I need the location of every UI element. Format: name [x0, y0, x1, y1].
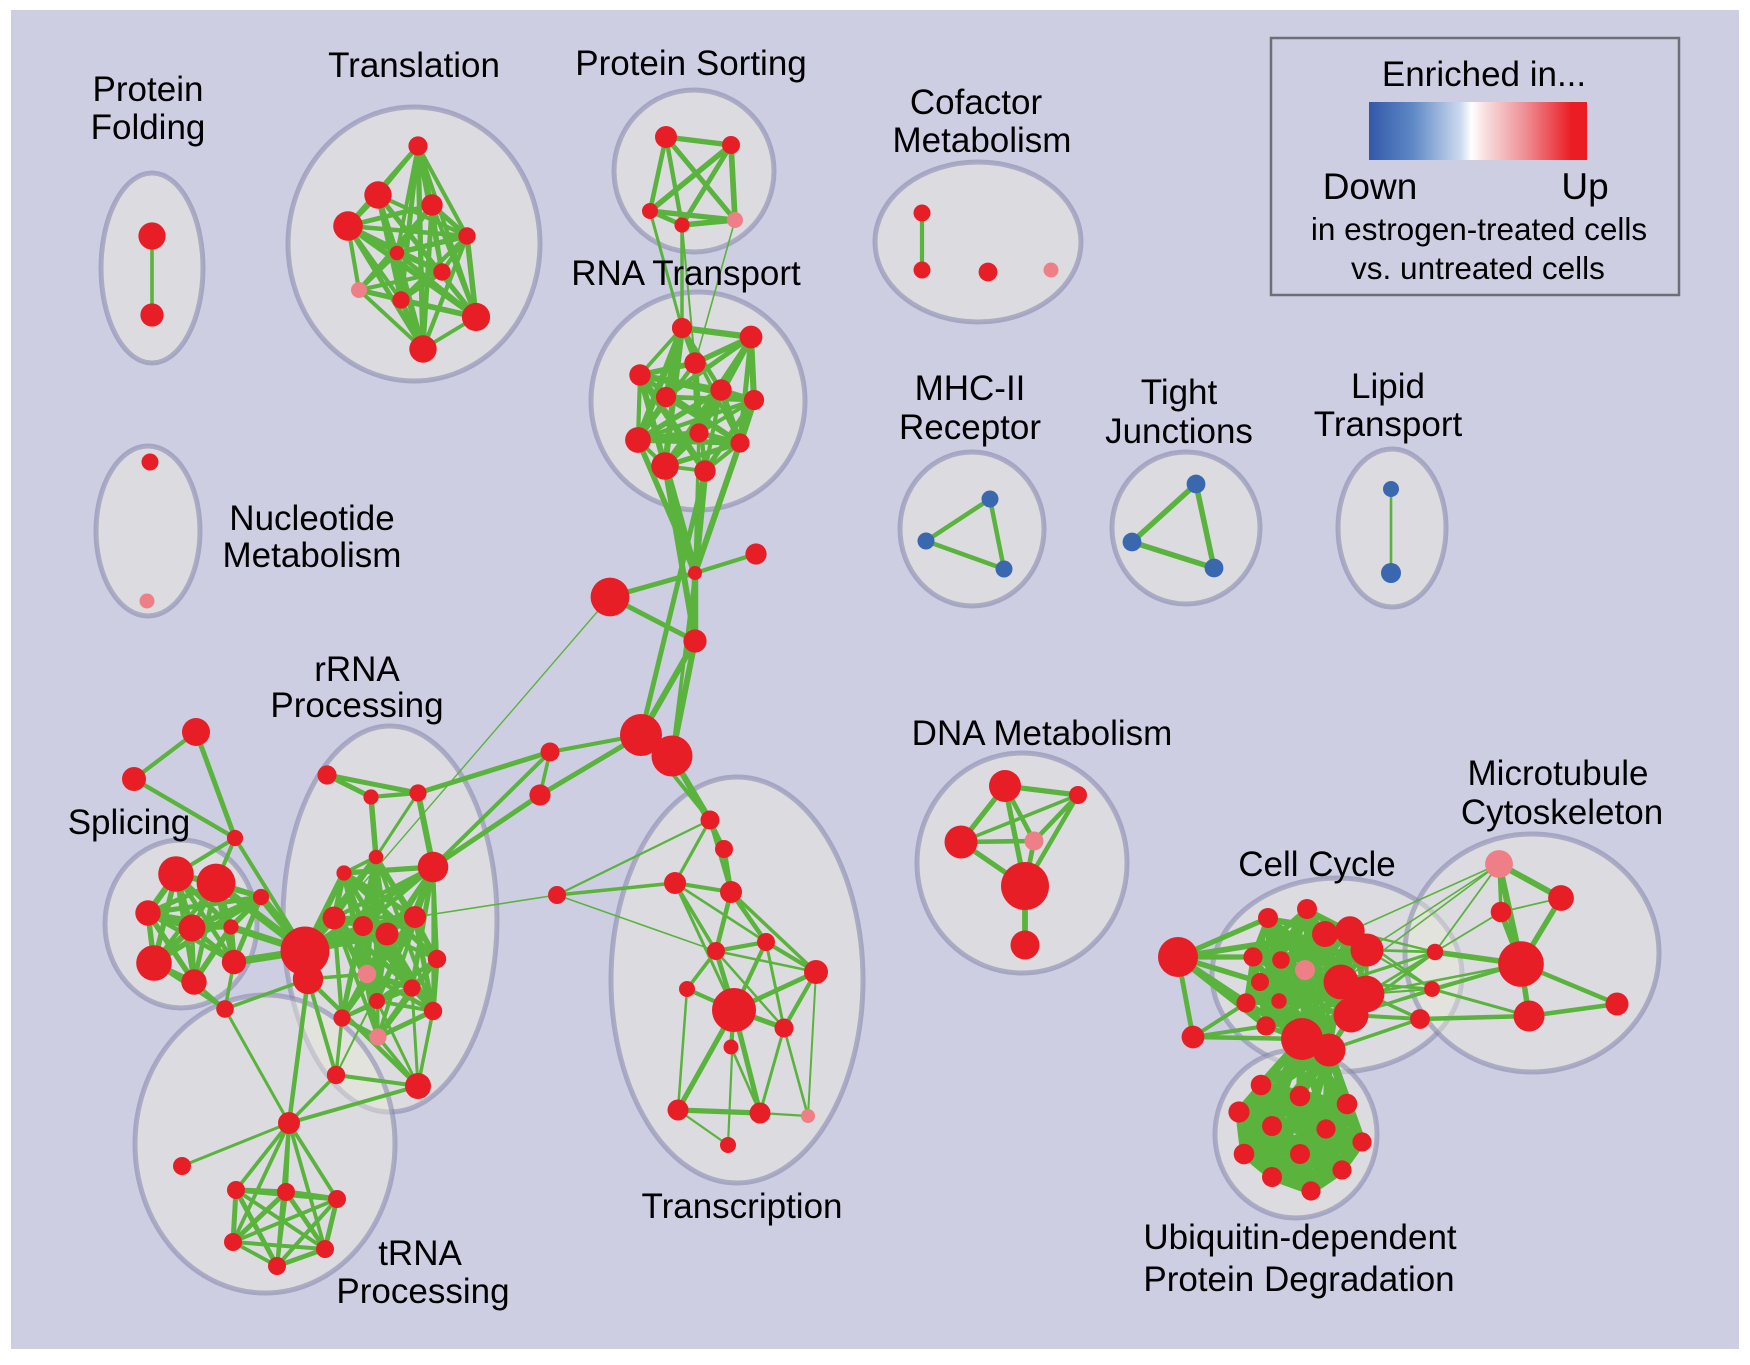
svg-text:vs. untreated cells: vs. untreated cells: [1351, 250, 1605, 286]
svg-text:Folding: Folding: [91, 108, 206, 147]
svg-text:Nucleotide: Nucleotide: [229, 499, 394, 538]
svg-text:Receptor: Receptor: [899, 408, 1041, 447]
svg-text:Microtubule: Microtubule: [1468, 754, 1649, 793]
svg-text:Splicing: Splicing: [68, 803, 191, 842]
svg-text:tRNA: tRNA: [378, 1234, 462, 1273]
svg-text:Protein: Protein: [93, 70, 204, 109]
svg-text:Cofactor: Cofactor: [910, 83, 1043, 122]
svg-text:Metabolism: Metabolism: [223, 536, 402, 575]
svg-text:MHC-II: MHC-II: [915, 369, 1026, 408]
svg-text:Up: Up: [1561, 166, 1608, 207]
svg-text:Transcription: Transcription: [642, 1187, 843, 1226]
svg-text:rRNA: rRNA: [314, 650, 400, 689]
svg-text:Processing: Processing: [336, 1272, 509, 1311]
svg-text:Enriched in...: Enriched in...: [1382, 55, 1586, 94]
svg-text:Protein Sorting: Protein Sorting: [575, 44, 807, 83]
svg-text:Metabolism: Metabolism: [893, 121, 1072, 160]
svg-text:Junctions: Junctions: [1105, 412, 1253, 451]
svg-text:Processing: Processing: [270, 686, 443, 725]
svg-text:Down: Down: [1323, 166, 1418, 207]
svg-text:in estrogen-treated cells: in estrogen-treated cells: [1311, 211, 1647, 247]
svg-text:DNA Metabolism: DNA Metabolism: [912, 714, 1173, 753]
svg-text:Translation: Translation: [328, 46, 500, 85]
svg-text:Tight: Tight: [1141, 373, 1218, 412]
svg-text:Protein Degradation: Protein Degradation: [1143, 1260, 1454, 1299]
svg-text:Transport: Transport: [1314, 405, 1463, 444]
svg-text:RNA Transport: RNA Transport: [571, 254, 801, 293]
svg-text:Lipid: Lipid: [1351, 367, 1425, 406]
svg-text:Cell Cycle: Cell Cycle: [1238, 845, 1396, 884]
svg-text:Ubiquitin-dependent: Ubiquitin-dependent: [1143, 1218, 1457, 1257]
svg-text:Cytoskeleton: Cytoskeleton: [1461, 793, 1663, 832]
